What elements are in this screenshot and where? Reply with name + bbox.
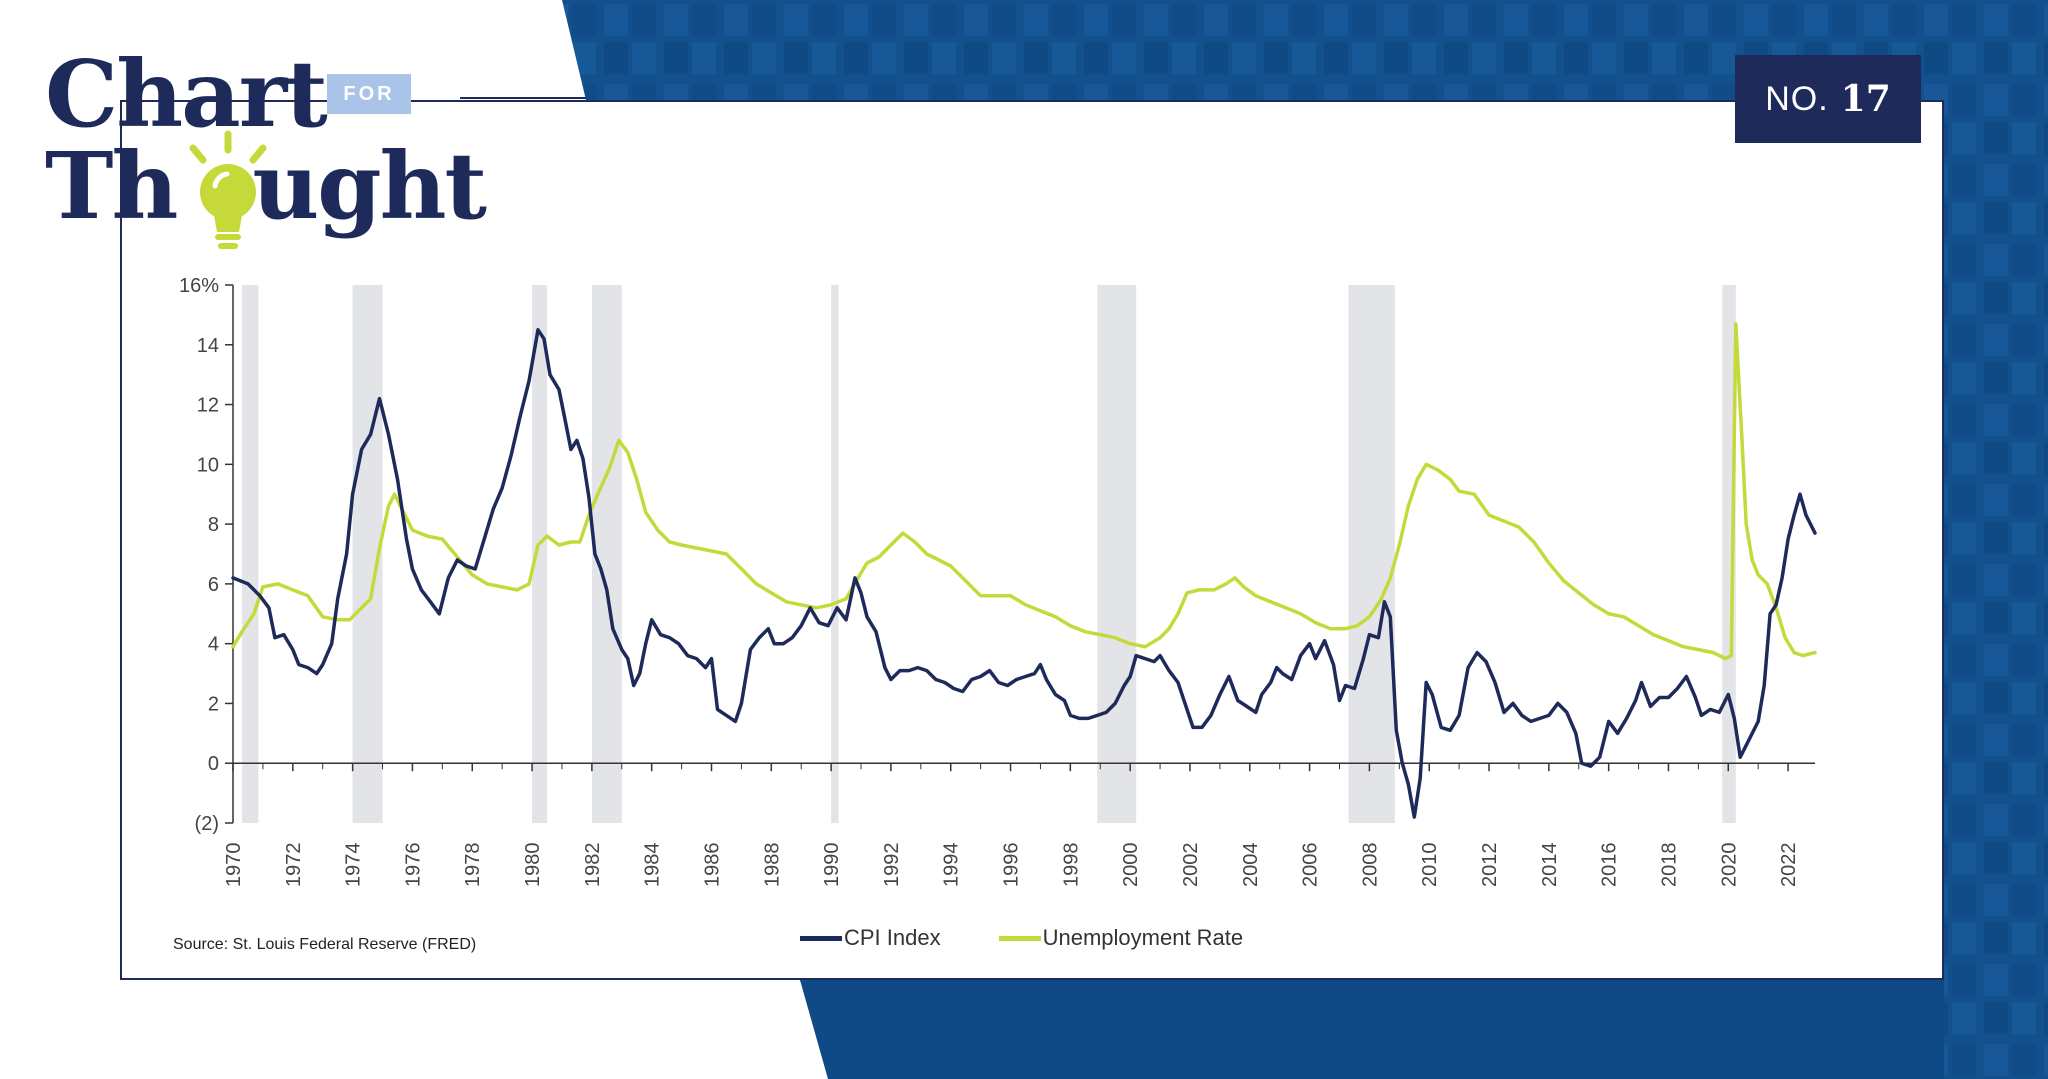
x-tick-label: 2006: [1300, 843, 1322, 888]
x-tick-label: 1986: [701, 843, 723, 888]
x-tick-label: 2014: [1539, 843, 1561, 888]
x-tick-label: 1992: [881, 843, 903, 888]
x-tick-label: 2002: [1180, 843, 1202, 888]
recession-band-4: [831, 285, 839, 823]
x-tick-label: 2004: [1240, 843, 1262, 888]
series-lines: [231, 322, 1817, 819]
logo-thought-end: ught: [252, 132, 487, 240]
x-tick-label: 2022: [1778, 843, 1800, 888]
x-tick-label: 2012: [1479, 843, 1501, 888]
x-tick-label: 1988: [761, 843, 783, 888]
y-tick-label: 2: [208, 693, 219, 715]
x-tick-label: 1996: [1001, 843, 1023, 887]
logo-for-badge: FOR: [327, 74, 411, 114]
recession-band-0: [241, 285, 259, 823]
issue-number-badge: NO. 17: [1735, 55, 1921, 143]
x-tick-label: 1990: [821, 843, 843, 888]
y-tick-label: 6: [208, 574, 219, 596]
recession-band-3: [591, 285, 622, 823]
y-tick-label: 0: [208, 753, 219, 775]
logo-thought-start: Th: [45, 132, 178, 240]
recession-band-2: [532, 285, 548, 823]
logo-word-chart: Chart: [45, 40, 328, 148]
background-bottom-panel: [800, 980, 1944, 1079]
x-tick-label: 2010: [1419, 843, 1441, 888]
x-tick-label: 1970: [223, 843, 245, 888]
axes: 16% 14 12 10 8 6 4 2 0 (2)1970 1972 1974 1976 1978 198…: [179, 275, 1815, 887]
y-tick-label: 4: [208, 634, 219, 656]
series-line-cpi: [231, 328, 1817, 819]
y-tick-label: 8: [208, 514, 219, 536]
legend-label-cpi: CPI Index: [844, 925, 941, 950]
y-tick-label: 16%: [179, 275, 219, 297]
lightbulb-icon: [189, 130, 267, 249]
recession-band-6: [1348, 285, 1395, 823]
x-tick-label: 2000: [1120, 843, 1142, 888]
y-tick-label: 14: [197, 335, 219, 357]
chart-card: [120, 100, 1944, 980]
x-tick-label: 1994: [941, 843, 963, 888]
recession-band-5: [1097, 285, 1137, 823]
recession-band-7: [1722, 285, 1736, 823]
issue-prefix: NO.: [1765, 79, 1829, 118]
legend-label-unemployment: Unemployment Rate: [1042, 925, 1244, 950]
issue-number: 17: [1840, 78, 1891, 120]
series-line-unemployment: [231, 322, 1817, 661]
x-tick-label: 2008: [1359, 843, 1381, 888]
x-tick-label: 2016: [1599, 843, 1621, 888]
logo-divider-line: [460, 97, 586, 99]
source-note: Source: St. Louis Federal Reserve (FRED): [173, 936, 477, 953]
x-tick-label: 1984: [642, 843, 664, 888]
x-tick-label: 1980: [522, 843, 544, 888]
chart-for-thought-logo: Chart FOR Th ught: [45, 38, 487, 249]
legend-swatch-unemployment: [998, 935, 1041, 941]
logo-word-thought: Th ught: [45, 140, 487, 232]
x-tick-label: 2018: [1658, 843, 1680, 888]
x-tick-label: 1976: [402, 843, 424, 888]
recession-bands: [241, 285, 1736, 823]
y-tick-label: (2): [195, 813, 219, 835]
x-tick-label: 1974: [343, 843, 365, 888]
x-tick-label: 1978: [462, 843, 484, 888]
chart-legend: CPI Index Unemployment Rate: [800, 925, 1301, 951]
y-tick-label: 10: [197, 454, 219, 476]
x-tick-label: 2020: [1718, 843, 1740, 888]
y-tick-label: 12: [197, 395, 219, 417]
legend-item-cpi: CPI Index: [800, 925, 941, 951]
x-tick-label: 1982: [582, 843, 604, 888]
legend-swatch-cpi: [800, 935, 842, 941]
x-tick-label: 1972: [283, 843, 305, 888]
x-tick-label: 1998: [1060, 843, 1082, 888]
legend-item-unemployment: Unemployment Rate: [998, 925, 1244, 951]
